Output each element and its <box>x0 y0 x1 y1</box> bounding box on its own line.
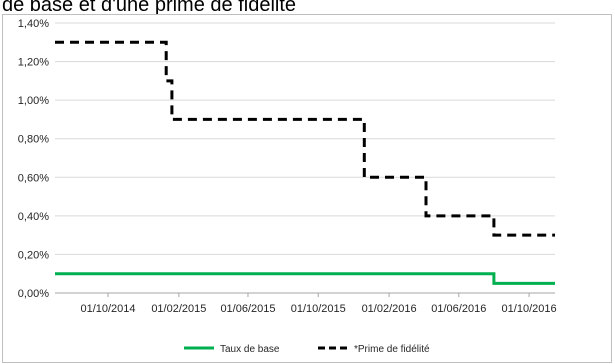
x-tick-label: 01/10/2014 <box>80 303 135 315</box>
x-tick-label: 01/10/2016 <box>502 303 557 315</box>
y-tick-label: 1,00% <box>18 95 49 107</box>
series-line-taux-de-base <box>55 272 555 285</box>
line-chart: 0,00% 0,20% 0,40% 0,60% 0,80% 1,00% 1,20% 1,40%… <box>18 18 557 355</box>
x-tick-label: 01/02/2015 <box>151 303 206 315</box>
x-tick-label: 01/06/2015 <box>220 303 275 315</box>
y-tick-label: 1,40% <box>18 18 49 30</box>
x-tick-label: 01/06/2016 <box>431 303 486 315</box>
series-line-prime-de-fidelite <box>55 40 555 237</box>
x-tick-label: 01/10/2015 <box>291 303 346 315</box>
y-tick-label: 0,60% <box>18 172 49 184</box>
y-tick-label: 0,80% <box>18 134 49 146</box>
chart-caption: de base et d'une prime de fidélité <box>2 0 297 14</box>
y-tick-label: 0,00% <box>18 288 49 300</box>
x-tick-label: 01/02/2016 <box>362 303 417 315</box>
chart-frame: 0,00% 0,20% 0,40% 0,60% 0,80% 1,00% 1,20% 1,40%… <box>2 14 612 363</box>
legend-label: Taux de base <box>220 344 280 355</box>
y-tick-label: 0,20% <box>18 249 49 261</box>
legend-label: *Prime de fidélité <box>354 344 430 355</box>
y-tick-label: 0,40% <box>18 211 49 223</box>
y-tick-label: 1,20% <box>18 57 49 69</box>
